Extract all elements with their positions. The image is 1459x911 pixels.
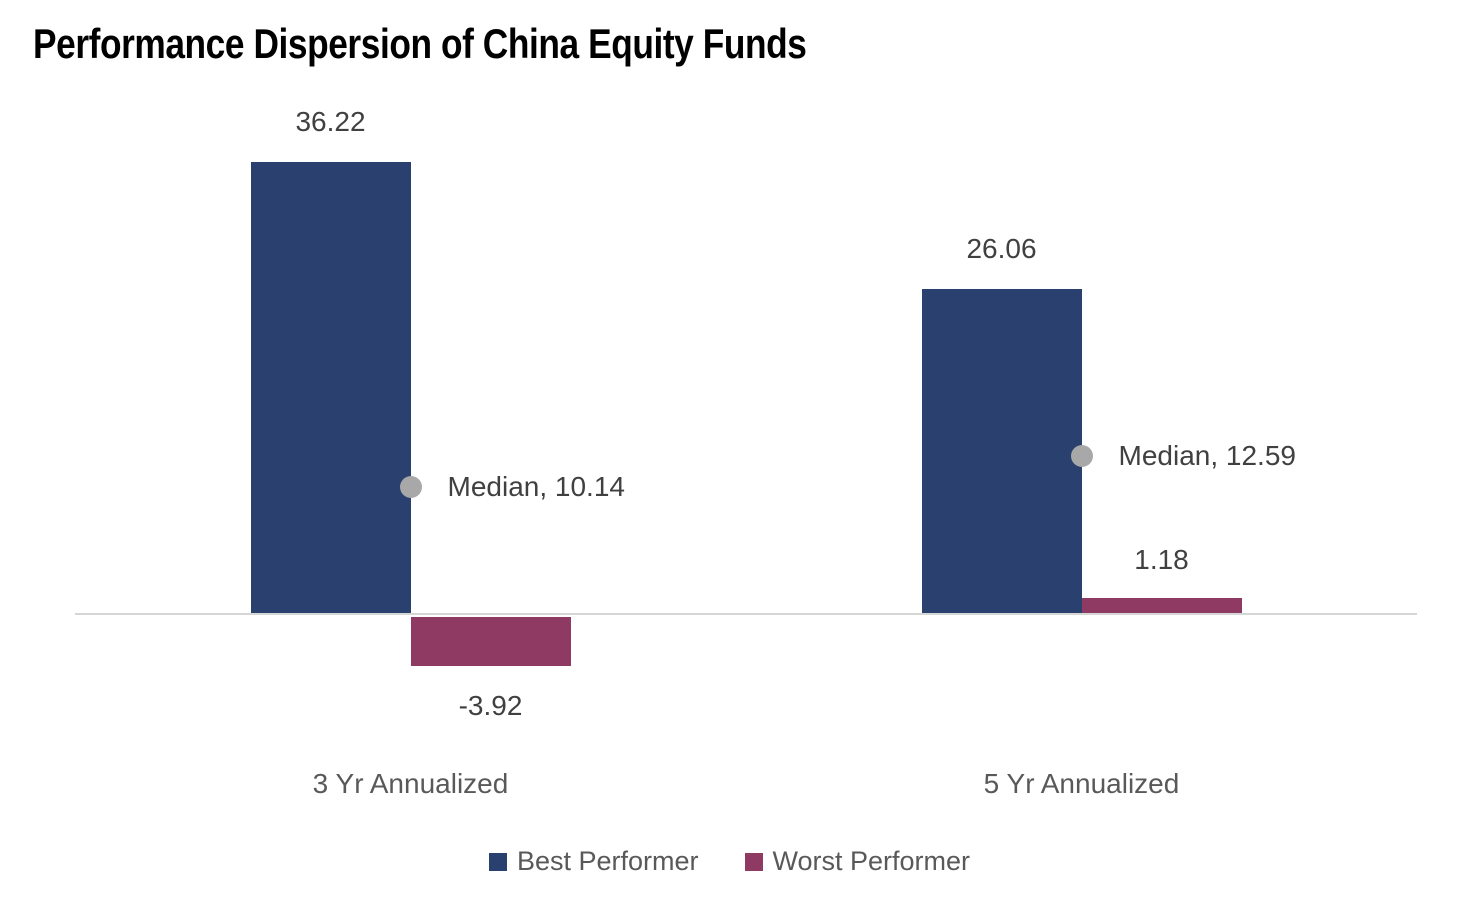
value-label-worst-3yr: -3.92 <box>458 689 523 721</box>
value-label-worst-5yr: 1.18 <box>1134 544 1189 576</box>
category-label-5yr: 5 Yr Annualized <box>983 768 1180 799</box>
median-label-3yr: Median, 10.14 <box>447 470 625 502</box>
x-axis-line <box>75 613 1417 615</box>
legend-swatch-worst-icon <box>744 852 763 871</box>
bar-best-performer-3yr <box>250 162 411 613</box>
legend-label-worst: Worst Performer <box>772 846 971 876</box>
legend-label-best: Best Performer <box>516 846 699 876</box>
value-label-best-5yr: 26.06 <box>966 232 1037 264</box>
legend-swatch-best-icon <box>488 852 507 871</box>
bar-best-performer-5yr <box>921 288 1082 613</box>
median-marker-5yr <box>1070 445 1093 468</box>
category-label-3yr: 3 Yr Annualized <box>312 768 509 799</box>
median-label-5yr: Median, 12.59 <box>1118 440 1296 472</box>
legend-item-best-performer: Best Performer <box>488 846 699 877</box>
legend: Best Performer Worst Performer <box>0 846 1459 877</box>
chart-title: Performance Dispersion of China Equity F… <box>33 20 807 67</box>
bar-worst-performer-3yr <box>410 617 571 666</box>
value-label-best-3yr: 36.22 <box>295 106 366 138</box>
median-marker-3yr <box>399 475 422 498</box>
legend-item-worst-performer: Worst Performer <box>744 846 971 877</box>
bar-worst-performer-5yr <box>1081 598 1242 613</box>
